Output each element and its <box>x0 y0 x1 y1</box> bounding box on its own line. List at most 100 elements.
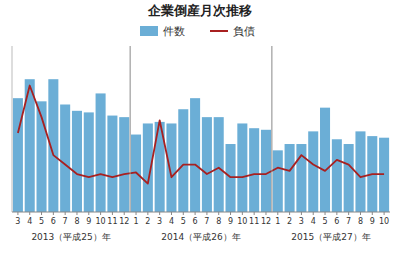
bar <box>72 111 82 212</box>
group-label: 2014（平成26）年 <box>161 232 240 242</box>
bar <box>190 98 200 212</box>
bar <box>249 128 259 212</box>
x-tick-label: 5 <box>39 217 44 226</box>
bar <box>355 131 365 212</box>
x-tick <box>242 212 243 215</box>
x-tick <box>360 212 361 215</box>
x-tick-label: 7 <box>63 217 68 226</box>
bar <box>308 131 318 212</box>
x-tick-label: 5 <box>181 217 186 226</box>
x-tick-label: 8 <box>74 217 79 226</box>
bar <box>332 139 342 212</box>
bar <box>285 144 295 212</box>
x-tick <box>313 212 314 215</box>
group-label: 2013（平成25）年 <box>31 232 110 242</box>
x-tick <box>171 212 172 215</box>
x-tick-label: 10 <box>237 217 247 226</box>
legend-label: 負債 <box>233 25 255 38</box>
bar <box>320 108 330 212</box>
x-tick-label: 6 <box>51 217 56 226</box>
legend-swatch <box>210 30 228 32</box>
x-tick <box>336 212 337 215</box>
group-divider <box>130 46 131 212</box>
group-divider <box>271 46 272 212</box>
x-tick <box>76 212 77 215</box>
x-tick <box>384 212 385 215</box>
x-tick <box>88 212 89 215</box>
group-label: 2015（平成27）年 <box>291 232 370 242</box>
x-tick-label: 12 <box>261 217 271 226</box>
x-tick <box>195 212 196 215</box>
x-tick-label: 3 <box>157 217 162 226</box>
x-tick <box>53 212 54 215</box>
bar <box>107 116 117 212</box>
x-tick <box>301 212 302 215</box>
x-tick-label: 4 <box>27 217 32 226</box>
x-tick <box>230 212 231 215</box>
x-tick-label: 7 <box>204 217 209 226</box>
x-tick <box>159 212 160 215</box>
x-tick-label: 8 <box>358 217 363 226</box>
x-tick-label: 12 <box>119 217 129 226</box>
bar <box>237 123 247 212</box>
x-tick <box>348 212 349 215</box>
bar <box>273 150 283 212</box>
x-tick <box>41 212 42 215</box>
x-tick-label: 4 <box>169 217 174 226</box>
chart: 企業倒産月次推移件数負債3456789101112123456789101112… <box>0 0 400 267</box>
bar <box>166 123 176 212</box>
x-tick-label: 6 <box>193 217 198 226</box>
x-tick-label: 1 <box>133 217 138 226</box>
x-tick <box>218 212 219 215</box>
x-tick <box>147 212 148 215</box>
bar <box>214 117 224 212</box>
title: 企業倒産月次推移 <box>147 3 252 18</box>
x-tick-label: 3 <box>299 217 304 226</box>
x-tick <box>277 212 278 215</box>
x-tick-label: 10 <box>96 217 106 226</box>
x-tick-label: 9 <box>86 217 91 226</box>
x-tick <box>206 212 207 215</box>
x-tick <box>265 212 266 215</box>
bar <box>84 112 94 212</box>
legend-swatch <box>140 26 158 36</box>
x-axis-line <box>12 212 390 213</box>
x-tick-label: 2 <box>287 217 292 226</box>
x-tick <box>325 212 326 215</box>
x-tick-label: 9 <box>370 217 375 226</box>
x-tick-label: 10 <box>379 217 389 226</box>
x-tick <box>124 212 125 215</box>
legend-label: 件数 <box>163 25 185 38</box>
x-tick <box>183 212 184 215</box>
x-tick <box>254 212 255 215</box>
plot-area <box>13 79 389 212</box>
bar <box>119 117 129 212</box>
x-tick <box>372 212 373 215</box>
x-tick-label: 5 <box>322 217 327 226</box>
x-tick-label: 1 <box>275 217 280 226</box>
x-tick <box>65 212 66 215</box>
x-tick <box>289 212 290 215</box>
x-tick <box>100 212 101 215</box>
bar <box>261 130 271 212</box>
x-tick-label: 8 <box>216 217 221 226</box>
bar <box>178 109 188 212</box>
y-axis-line <box>12 46 13 212</box>
x-tick <box>17 212 18 215</box>
x-tick-label: 11 <box>249 217 259 226</box>
x-tick-label: 3 <box>15 217 20 226</box>
x-tick <box>136 212 137 215</box>
x-tick-label: 11 <box>107 217 117 226</box>
x-tick <box>29 212 30 215</box>
x-tick-label: 2 <box>145 217 150 226</box>
x-tick-label: 7 <box>346 217 351 226</box>
x-tick-label: 9 <box>228 217 233 226</box>
bar <box>96 93 106 212</box>
line <box>18 86 384 184</box>
x-tick-label: 4 <box>311 217 316 226</box>
bar <box>60 104 70 212</box>
legend: 件数 負債 <box>140 25 255 38</box>
x-tick <box>112 212 113 215</box>
bar <box>202 117 212 212</box>
bar <box>344 144 354 212</box>
